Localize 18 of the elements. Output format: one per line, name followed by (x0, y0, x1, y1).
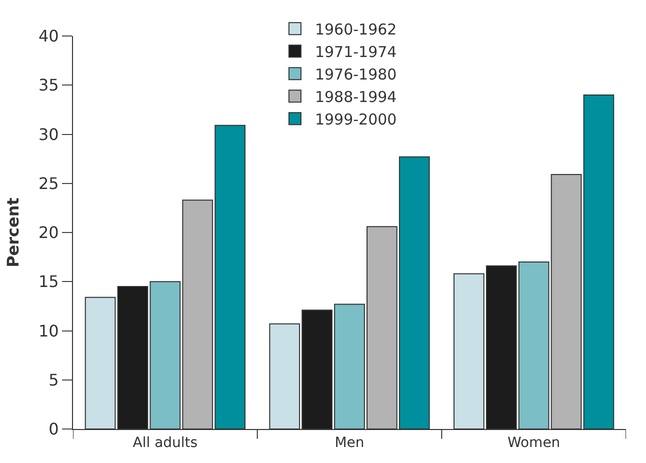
y-axis-title: Percent (3, 197, 22, 268)
legend-label: 1976-1980 (314, 66, 397, 84)
legend-label: 1971-1974 (314, 43, 397, 62)
y-tick-label: 20 (38, 223, 59, 242)
y-tick-label: 35 (38, 76, 59, 95)
x-tick-label: All adults (132, 434, 198, 451)
x-tick-label: Women (507, 434, 560, 451)
y-tick-label: 30 (38, 124, 59, 144)
legend-label: 1999-2000 (314, 110, 397, 129)
y-tick-label: 5 (48, 370, 59, 390)
y-tick-label: 0 (48, 420, 59, 439)
y-tick-label: 15 (38, 272, 59, 292)
legend-label: 1988-1994 (314, 88, 397, 106)
legend-label: 1960-1962 (314, 20, 397, 39)
y-tick-label: 10 (38, 321, 59, 340)
y-tick-label: 40 (38, 26, 59, 46)
x-tick-label: Men (334, 434, 364, 451)
y-tick-label: 25 (38, 174, 59, 193)
